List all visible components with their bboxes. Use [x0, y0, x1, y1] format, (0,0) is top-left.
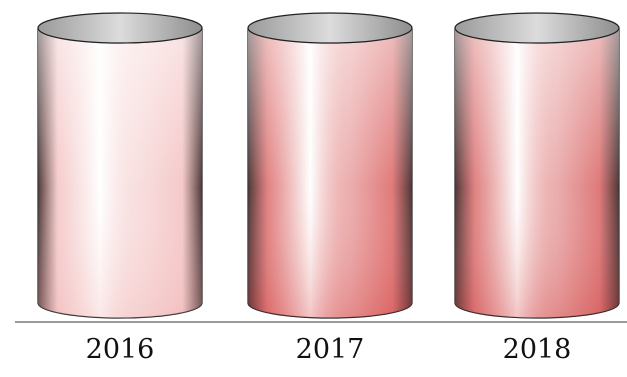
- cylinder-top-2018: [454, 12, 620, 44]
- x-tick-label-2017: 2017: [296, 334, 365, 365]
- cylinder-series: [37, 12, 620, 319]
- x-tick-label-2016: 2016: [86, 334, 155, 365]
- x-tick-label-2018: 2018: [503, 334, 572, 365]
- cylinder-shading-2017: [248, 28, 412, 318]
- cylinder-2017: [247, 12, 413, 319]
- cylinder-shading-2016: [38, 28, 202, 318]
- cylinder-2016: [37, 12, 203, 319]
- x-axis-labels: 2016 2017 2018: [86, 334, 572, 365]
- cylinder-top-2017: [247, 12, 413, 44]
- cylinder-2018: [454, 12, 620, 319]
- cylinder-shading-2018: [455, 28, 619, 318]
- cylinder-top-2016: [37, 12, 203, 44]
